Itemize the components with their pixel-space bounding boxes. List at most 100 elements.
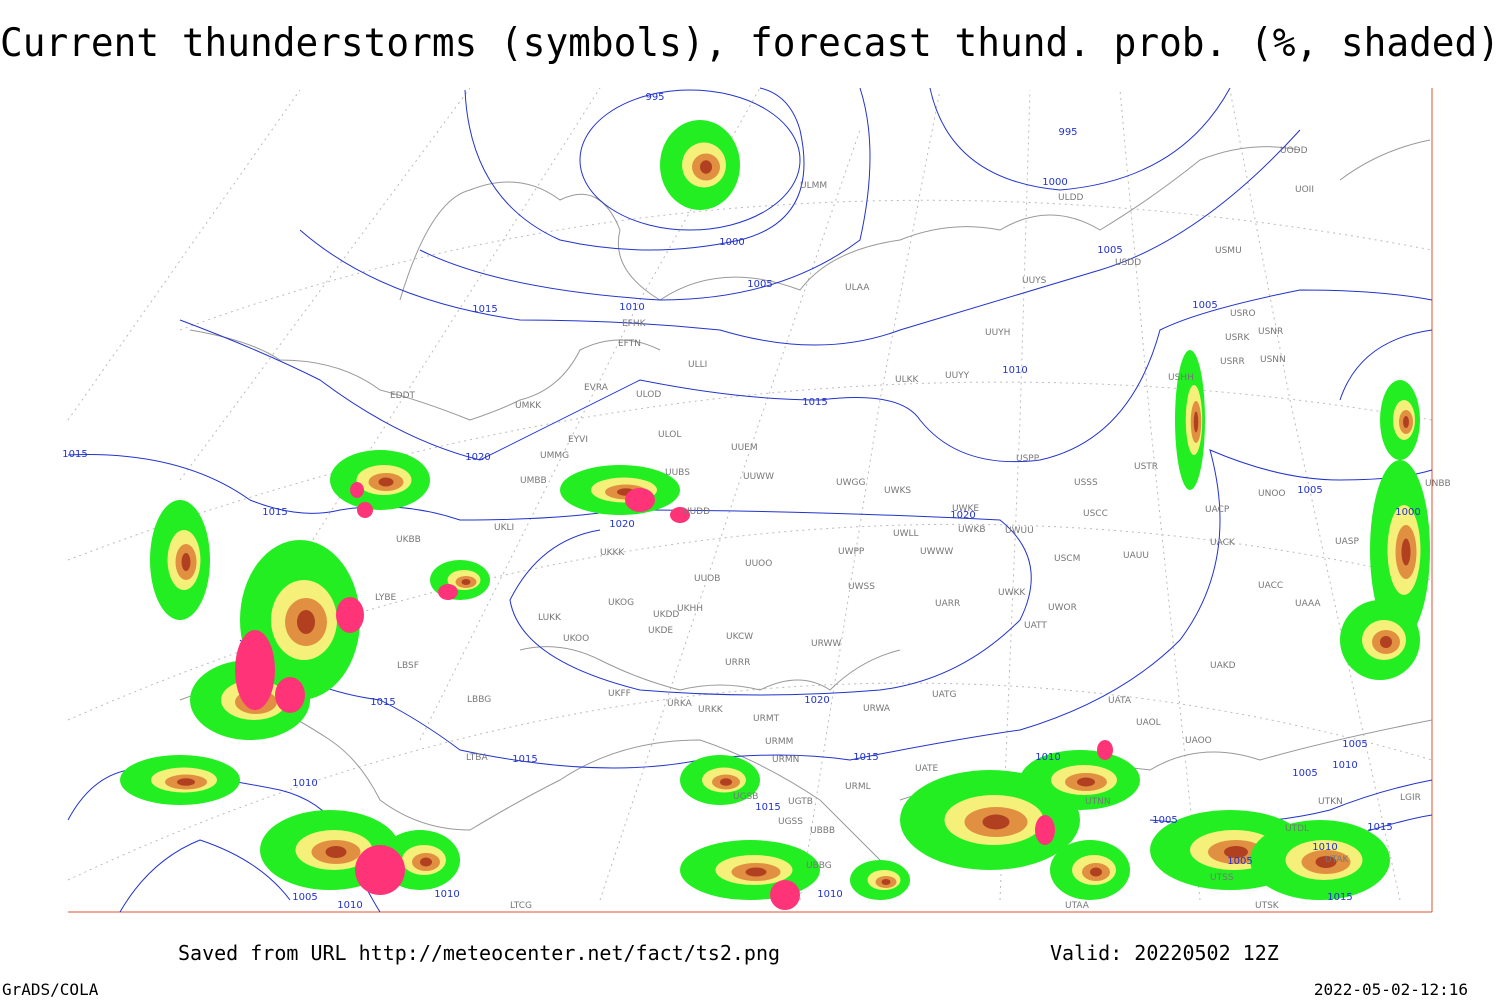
isobar-label: 1015 bbox=[1367, 822, 1392, 833]
isobar bbox=[419, 87, 871, 301]
station-code: UUOO bbox=[745, 559, 772, 569]
station-code: USDD bbox=[1115, 258, 1141, 268]
prob-max bbox=[1224, 846, 1248, 858]
station-code: UWLL bbox=[893, 529, 919, 539]
station-code: UKDE bbox=[648, 626, 673, 636]
isobar-label: 1020 bbox=[950, 510, 975, 521]
meridian bbox=[599, 129, 861, 901]
station-code: URMN bbox=[772, 755, 799, 765]
station-code: UODD bbox=[1280, 146, 1308, 156]
storm-symbols bbox=[235, 630, 275, 710]
station-code: UACK bbox=[1210, 538, 1236, 548]
storm-symbols bbox=[438, 584, 458, 600]
station-code: USCC bbox=[1083, 509, 1108, 519]
isobar-label: 1005 bbox=[1152, 815, 1177, 826]
prob-max bbox=[700, 160, 712, 174]
station-code: UATA bbox=[1108, 696, 1132, 706]
isobar-label: 1015 bbox=[512, 754, 537, 765]
prob-max bbox=[181, 553, 191, 571]
station-code: URWA bbox=[863, 704, 891, 714]
station-code: UWSS bbox=[848, 582, 875, 592]
isobar bbox=[464, 87, 805, 251]
isobar-label: 1005 bbox=[292, 892, 317, 903]
station-code: LBBG bbox=[467, 695, 491, 705]
station-code: UTAK bbox=[1325, 855, 1350, 865]
storm-symbols bbox=[1035, 815, 1055, 845]
isobar-label: 1000 bbox=[1042, 177, 1067, 188]
isobar-label: 1020 bbox=[804, 695, 829, 706]
isobar-label: 1020 bbox=[609, 519, 634, 530]
station-code: UUDD bbox=[683, 507, 710, 517]
station-code: USHH bbox=[1168, 373, 1194, 383]
station-code: LUKK bbox=[538, 613, 562, 623]
station-code: ULMM bbox=[800, 181, 827, 191]
prob-max bbox=[461, 579, 471, 585]
station-code: EVRA bbox=[584, 383, 609, 393]
software: GrADS/COLA bbox=[2, 980, 99, 999]
station-code: UKBB bbox=[396, 535, 421, 545]
isobar-label: 1000 bbox=[1395, 507, 1420, 518]
station-code: USSS bbox=[1074, 478, 1098, 488]
map-labels: 995 995 1000 1000 1005 1005 1005 1010 1010 1015 10… bbox=[62, 92, 1450, 911]
station-code: EDDT bbox=[390, 391, 416, 401]
station-code: USRO bbox=[1230, 309, 1256, 319]
station-code: ULDD bbox=[1058, 193, 1084, 203]
station-code: UNOO bbox=[1258, 489, 1286, 499]
station-code: UUYY bbox=[945, 371, 970, 381]
isobar-label: 1010 bbox=[817, 889, 842, 900]
station-code: UUYS bbox=[1022, 276, 1047, 286]
station-code: UARR bbox=[935, 599, 960, 609]
prob-max bbox=[1403, 416, 1409, 428]
station-code: UKHH bbox=[677, 604, 703, 614]
station-code: ULOL bbox=[658, 430, 681, 440]
prob-max bbox=[1193, 411, 1199, 433]
station-code: ULAA bbox=[845, 283, 870, 293]
station-code: EYVI bbox=[568, 435, 588, 445]
isobar-label: 1015 bbox=[755, 802, 780, 813]
timestamp: 2022-05-02-12:16 bbox=[1314, 980, 1468, 999]
prob-max bbox=[378, 477, 394, 487]
coast bbox=[189, 329, 661, 421]
meridian bbox=[999, 89, 1031, 901]
isobar bbox=[579, 89, 801, 231]
station-code: UACP bbox=[1205, 505, 1230, 515]
station-code: UKOG bbox=[608, 598, 634, 608]
isobar-label: 1000 bbox=[719, 237, 744, 248]
isobar bbox=[179, 289, 1433, 463]
station-code: USNN bbox=[1260, 355, 1286, 365]
station-code: UWWW bbox=[920, 547, 953, 557]
station-code: URML bbox=[845, 782, 871, 792]
station-code: USTR bbox=[1134, 462, 1158, 472]
prob-max bbox=[1315, 856, 1337, 868]
coast bbox=[519, 646, 901, 691]
station-code: UACC bbox=[1258, 581, 1283, 591]
station-code: UTSK bbox=[1255, 901, 1280, 911]
storm-symbols bbox=[770, 880, 800, 910]
isobar-label: 1005 bbox=[1227, 856, 1252, 867]
station-code: UKLI bbox=[494, 523, 514, 533]
isobar-label: 1010 bbox=[337, 900, 362, 911]
isobar-label: 1005 bbox=[1342, 739, 1367, 750]
isobar bbox=[119, 839, 291, 913]
isobar-label: 1015 bbox=[802, 397, 827, 408]
station-code: UWOR bbox=[1048, 603, 1077, 613]
station-code: UUBS bbox=[665, 468, 690, 478]
station-code: LTBA bbox=[466, 753, 488, 763]
station-code: UGTB bbox=[788, 797, 813, 807]
prob-max bbox=[297, 610, 315, 634]
isobar bbox=[239, 449, 1433, 769]
station-code: URKK bbox=[698, 705, 724, 715]
station-code: UMKK bbox=[515, 401, 542, 411]
station-code: UWKS bbox=[884, 486, 911, 496]
isobar bbox=[299, 129, 1301, 346]
isobar-label: 1010 bbox=[1332, 760, 1357, 771]
parallel bbox=[179, 199, 1433, 331]
storm-symbols bbox=[336, 597, 364, 633]
station-code: UATE bbox=[915, 764, 939, 774]
station-code: UMMG bbox=[540, 451, 569, 461]
isobar-label: 1005 bbox=[1297, 485, 1322, 496]
station-code: UBBB bbox=[810, 826, 835, 836]
isobar-label: 1005 bbox=[1192, 300, 1217, 311]
source-url: Saved from URL http://meteocenter.net/fa… bbox=[178, 941, 780, 965]
